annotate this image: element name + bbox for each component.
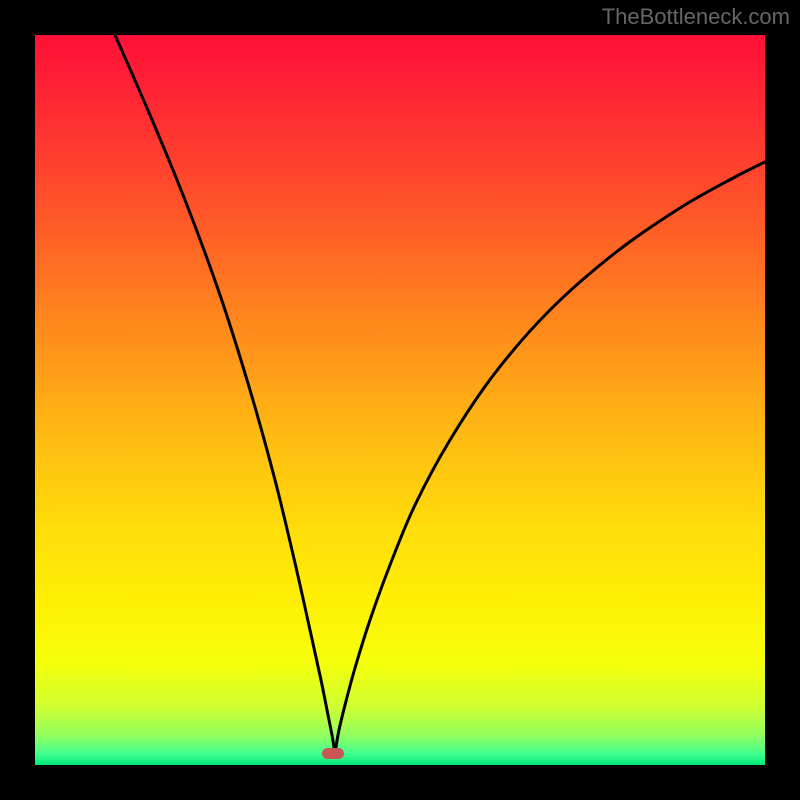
chart-container: TheBottleneck.com [0, 0, 800, 800]
plot-area [35, 35, 765, 765]
curve-layer [35, 35, 765, 765]
minimum-marker [322, 748, 344, 759]
watermark-text: TheBottleneck.com [602, 4, 790, 30]
bottleneck-curve [115, 35, 765, 755]
